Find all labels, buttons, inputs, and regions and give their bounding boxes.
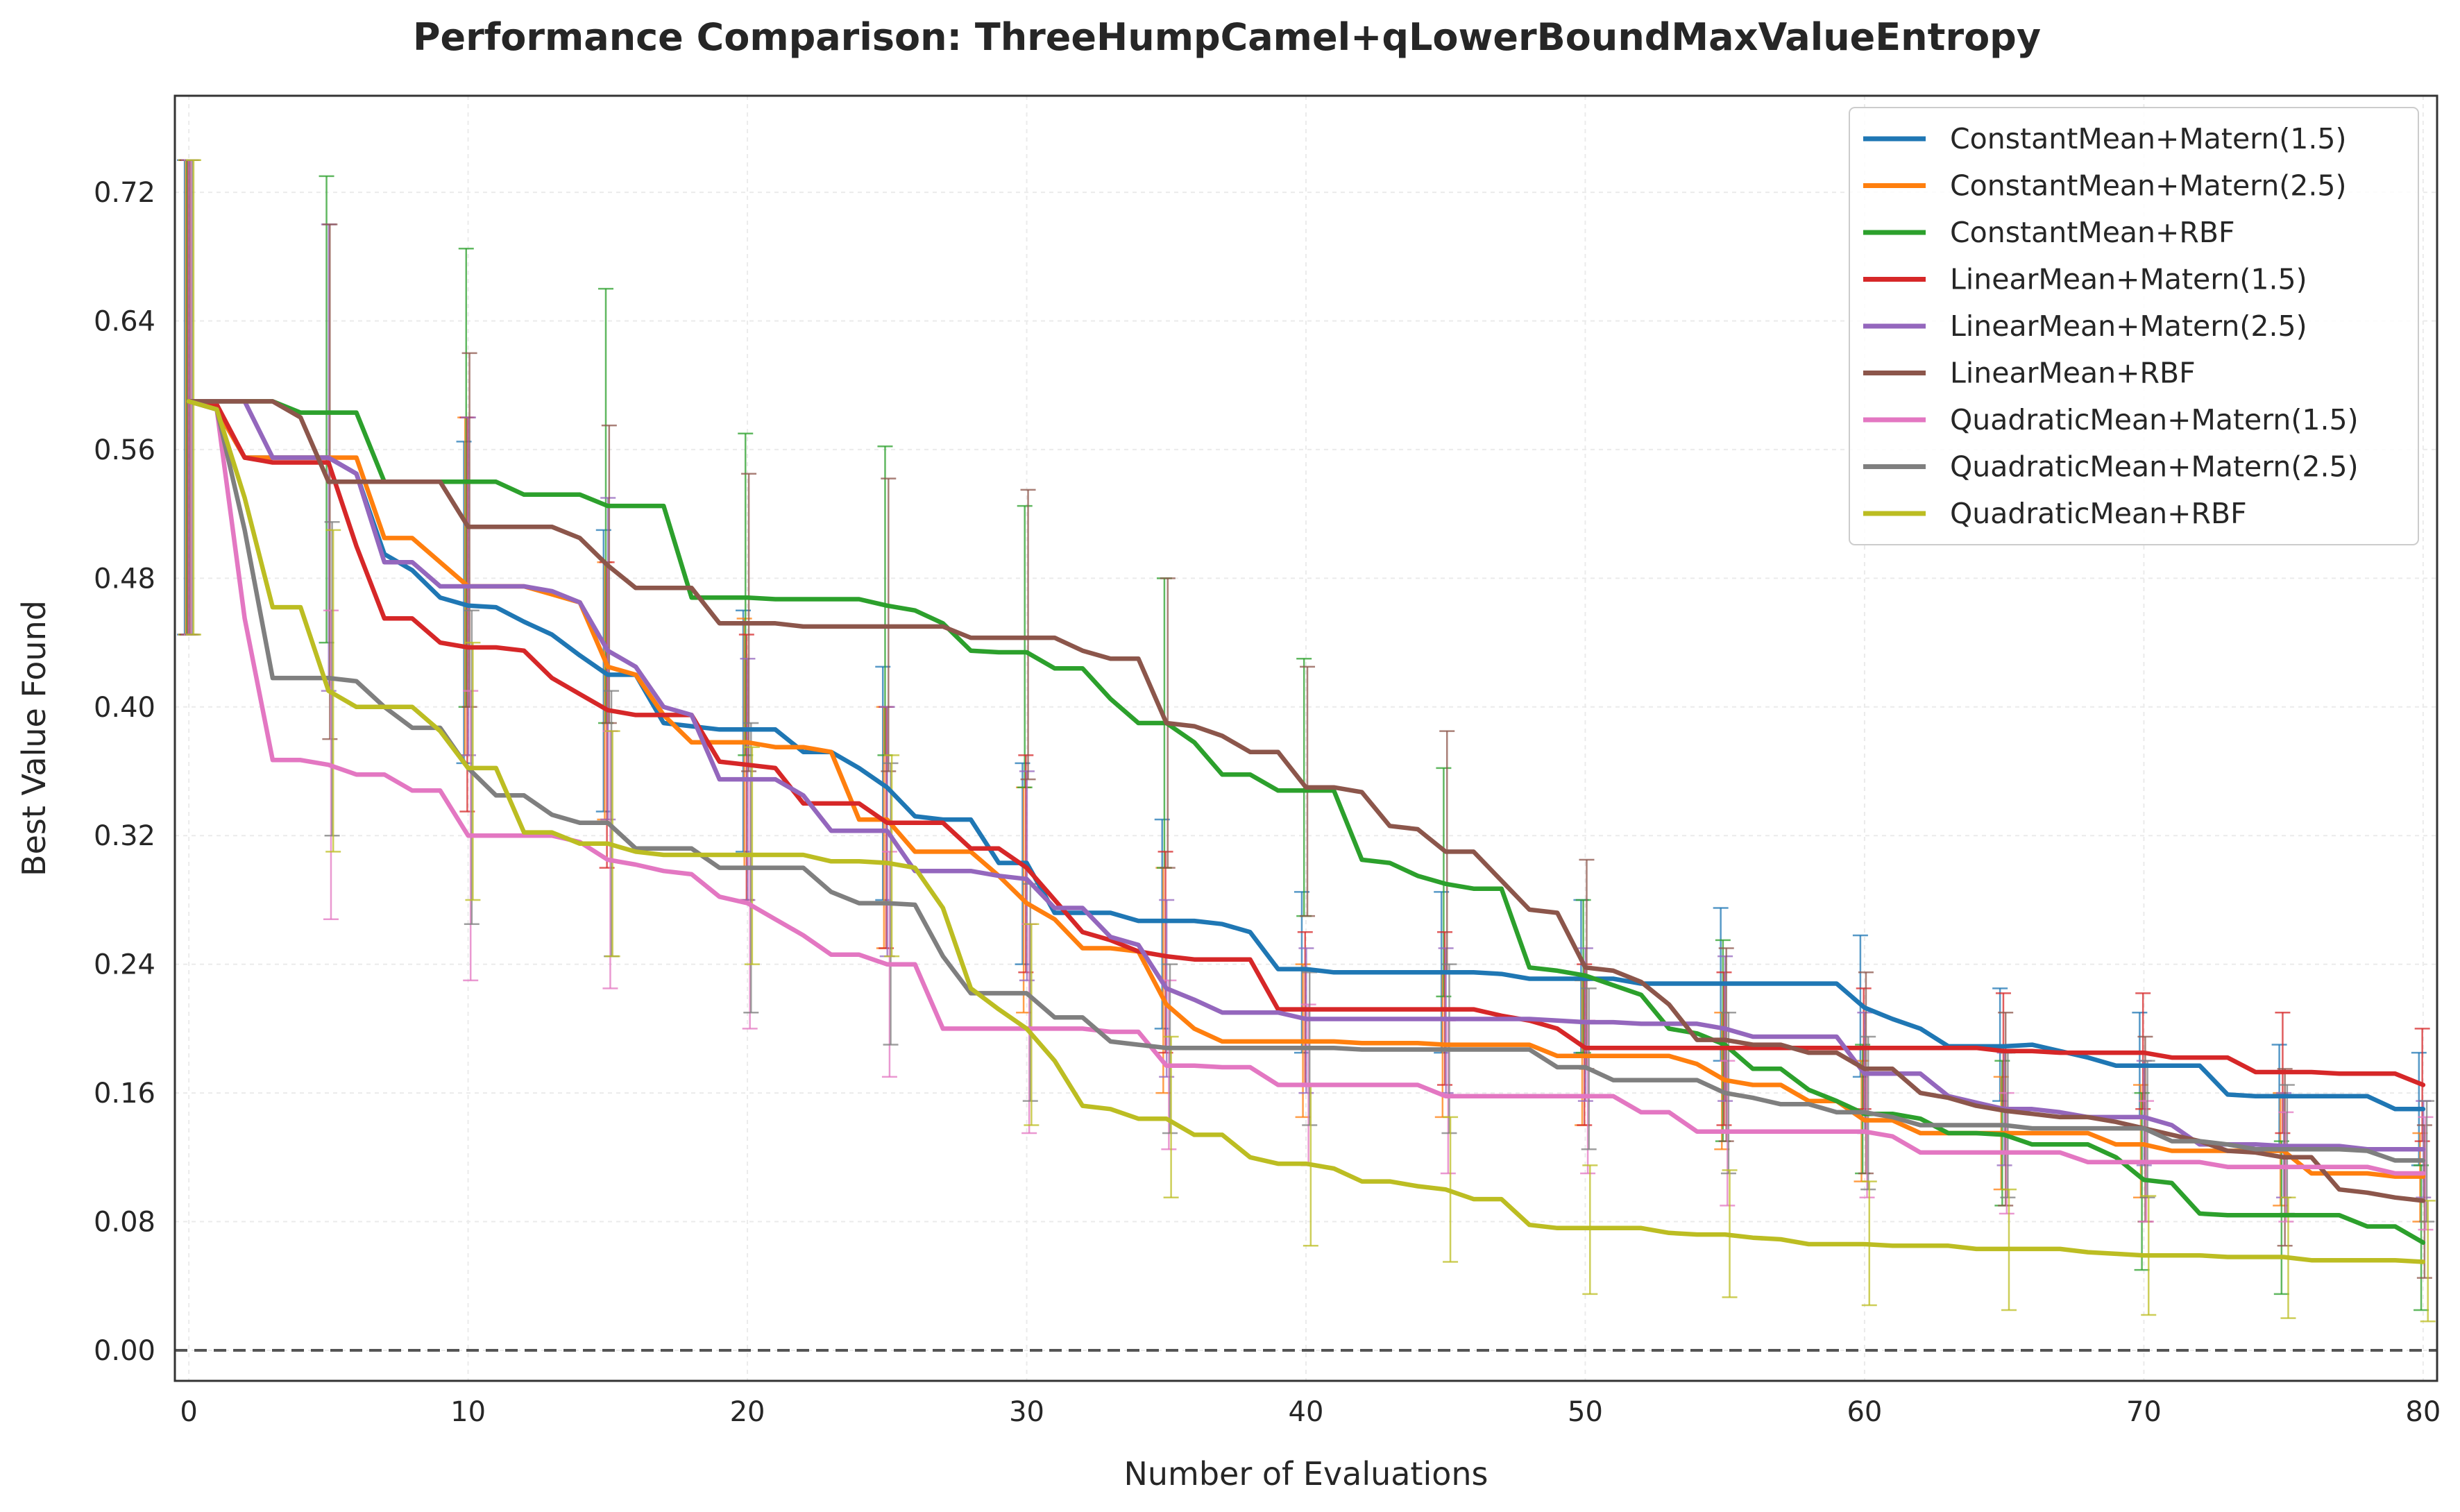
series-layer xyxy=(186,399,2426,1264)
y-tick-label: 0.32 xyxy=(94,820,155,852)
chart-title: Performance Comparison: ThreeHumpCamel+q… xyxy=(413,15,2041,59)
x-tick-labels: 0 10 20 30 40 50 60 70 80 xyxy=(180,1396,2441,1428)
x-tick-label: 50 xyxy=(1568,1396,1603,1428)
constantmean-matern-1-5-line xyxy=(186,399,2426,1112)
legend: ConstantMean+Matern(1.5) ConstantMean+Mat… xyxy=(1849,107,2419,545)
x-axis-label: Number of Evaluations xyxy=(1123,1455,1488,1493)
legend-label: LinearMean+Matern(1.5) xyxy=(1950,263,2307,296)
linearmean-matern-1-5-line xyxy=(186,399,2426,1087)
x-tick-label: 0 xyxy=(180,1396,197,1428)
plot-frame xyxy=(173,94,2438,1382)
legend-label: ConstantMean+Matern(1.5) xyxy=(1950,122,2347,155)
quadraticmean-rbf-line xyxy=(186,399,2426,1264)
legend-label: LinearMean+RBF xyxy=(1950,357,2196,390)
y-tick-label: 0.08 xyxy=(94,1207,155,1239)
x-tick-label: 60 xyxy=(1847,1396,1882,1428)
y-tick-label: 0.24 xyxy=(94,949,155,981)
legend-label: QuadraticMean+Matern(1.5) xyxy=(1950,403,2359,436)
legend-label: QuadraticMean+Matern(2.5) xyxy=(1950,450,2359,484)
y-tick-label: 0.16 xyxy=(94,1078,155,1110)
linearmean-matern-2-5-line xyxy=(186,399,2426,1152)
legend-label: ConstantMean+Matern(2.5) xyxy=(1950,169,2347,203)
legend-label: LinearMean+Matern(2.5) xyxy=(1950,309,2307,343)
x-tick-label: 40 xyxy=(1289,1396,1324,1428)
y-tick-label: 0.00 xyxy=(94,1335,155,1367)
legend-label: QuadraticMean+RBF xyxy=(1950,497,2247,530)
linearmean-rbf-line xyxy=(186,399,2426,1203)
x-tick-label: 80 xyxy=(2405,1396,2441,1428)
x-tick-label: 20 xyxy=(730,1396,765,1428)
legend-label: ConstantMean+RBF xyxy=(1950,216,2235,249)
quadraticmean-matern-2-5-line xyxy=(186,399,2426,1163)
y-tick-label: 0.64 xyxy=(94,306,155,338)
y-tick-label: 0.72 xyxy=(94,177,155,209)
constantmean-rbf-line xyxy=(186,399,2426,1245)
legend-box xyxy=(1849,107,2419,545)
x-tick-label: 10 xyxy=(450,1396,486,1428)
y-tick-label: 0.56 xyxy=(94,434,155,466)
y-tick-labels: 0.00 0.08 0.16 0.24 0.32 0.40 0.48 0.56 0.64 0.72 xyxy=(94,177,155,1367)
y-tick-label: 0.48 xyxy=(94,563,155,595)
x-tick-label: 70 xyxy=(2126,1396,2162,1428)
y-tick-label: 0.40 xyxy=(94,692,155,724)
y-axis-label: Best Value Found xyxy=(15,600,53,876)
x-tick-label: 30 xyxy=(1009,1396,1044,1428)
